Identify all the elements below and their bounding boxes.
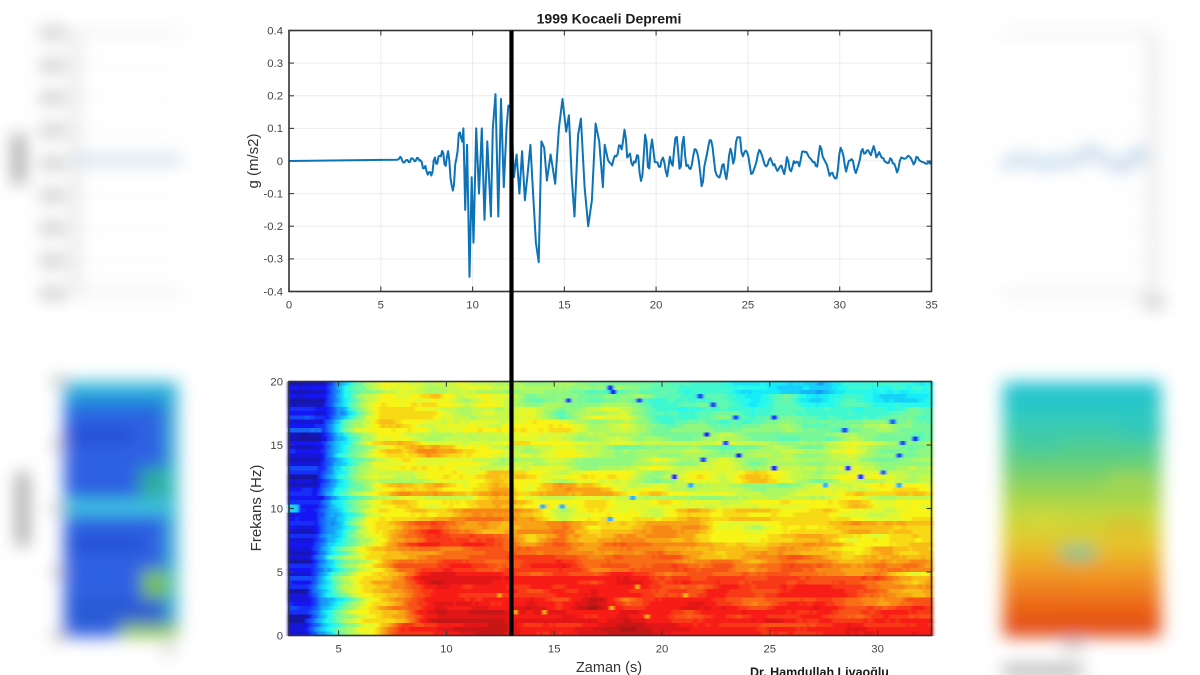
- svg-text:0: 0: [286, 300, 292, 312]
- svg-text:30: 30: [871, 644, 884, 656]
- svg-text:20: 20: [656, 644, 669, 656]
- svg-text:Zaman (s): Zaman (s): [576, 660, 642, 675]
- svg-text:20: 20: [650, 300, 663, 312]
- svg-text:0.3: 0.3: [267, 58, 283, 70]
- svg-text:30: 30: [833, 300, 846, 312]
- svg-text:10: 10: [440, 644, 453, 656]
- svg-text:0: 0: [277, 630, 283, 642]
- svg-text:10: 10: [270, 503, 283, 515]
- svg-text:5: 5: [378, 300, 384, 312]
- svg-text:-0.2: -0.2: [264, 221, 283, 233]
- svg-text:Dr. Hamdullah Livaoğlu: Dr. Hamdullah Livaoğlu: [750, 666, 889, 675]
- svg-text:25: 25: [764, 644, 777, 656]
- svg-text:0.2: 0.2: [267, 91, 283, 103]
- svg-text:0.1: 0.1: [267, 123, 283, 135]
- svg-text:-0.4: -0.4: [264, 286, 283, 298]
- svg-text:5: 5: [335, 644, 341, 656]
- svg-text:10: 10: [466, 300, 479, 312]
- svg-text:20: 20: [270, 376, 283, 388]
- svg-text:15: 15: [548, 644, 561, 656]
- svg-text:15: 15: [558, 300, 571, 312]
- svg-text:35: 35: [925, 300, 938, 312]
- svg-text:15: 15: [270, 440, 283, 452]
- svg-text:Frekans (Hz): Frekans (Hz): [248, 465, 265, 552]
- svg-text:5: 5: [277, 567, 283, 579]
- svg-text:25: 25: [742, 300, 755, 312]
- svg-text:0: 0: [277, 156, 283, 168]
- svg-text:g (m/s2): g (m/s2): [245, 133, 262, 188]
- svg-text:-0.3: -0.3: [264, 254, 283, 266]
- svg-text:-0.1: -0.1: [264, 188, 283, 200]
- svg-text:0.4: 0.4: [267, 25, 283, 37]
- svg-text:1999 Kocaeli Depremi: 1999 Kocaeli Depremi: [537, 11, 682, 27]
